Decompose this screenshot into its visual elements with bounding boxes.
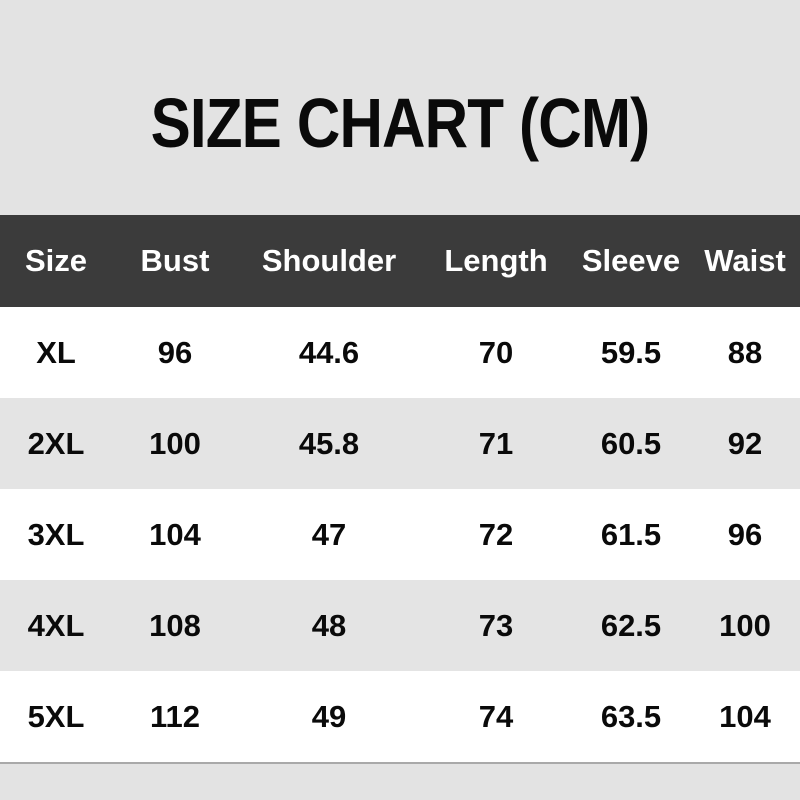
cell-shoulder: 44.6 bbox=[238, 307, 420, 398]
table-row-5xl: 5XL 112 49 74 63.5 104 bbox=[0, 671, 800, 763]
cell-length: 73 bbox=[420, 580, 572, 671]
cell-sleeve: 63.5 bbox=[572, 671, 690, 763]
column-header-size: Size bbox=[0, 215, 112, 307]
table-row-xl: XL 96 44.6 70 59.5 88 bbox=[0, 307, 800, 398]
cell-shoulder: 47 bbox=[238, 489, 420, 580]
cell-length: 72 bbox=[420, 489, 572, 580]
table-row-3xl: 3XL 104 47 72 61.5 96 bbox=[0, 489, 800, 580]
cell-size: 4XL bbox=[0, 580, 112, 671]
cell-waist: 92 bbox=[690, 398, 800, 489]
cell-size: 5XL bbox=[0, 671, 112, 763]
page-title-text: SIZE CHART (CM) bbox=[150, 83, 651, 162]
cell-bust: 100 bbox=[112, 398, 238, 489]
size-chart-table: Size Bust Shoulder Length Sleeve Waist X… bbox=[0, 215, 800, 764]
table-row-4xl: 4XL 108 48 73 62.5 100 bbox=[0, 580, 800, 671]
cell-bust: 108 bbox=[112, 580, 238, 671]
cell-length: 74 bbox=[420, 671, 572, 763]
cell-size: 3XL bbox=[0, 489, 112, 580]
cell-bust: 112 bbox=[112, 671, 238, 763]
cell-bust: 96 bbox=[112, 307, 238, 398]
table-row-2xl: 2XL 100 45.8 71 60.5 92 bbox=[0, 398, 800, 489]
size-chart-page: SIZE CHART (CM) Size Bust Shoulder Lengt… bbox=[0, 0, 800, 764]
column-header-shoulder: Shoulder bbox=[238, 215, 420, 307]
table-header-row: Size Bust Shoulder Length Sleeve Waist bbox=[0, 215, 800, 307]
cell-size: 2XL bbox=[0, 398, 112, 489]
cell-bust: 104 bbox=[112, 489, 238, 580]
cell-shoulder: 45.8 bbox=[238, 398, 420, 489]
cell-length: 71 bbox=[420, 398, 572, 489]
column-header-length: Length bbox=[420, 215, 572, 307]
cell-length: 70 bbox=[420, 307, 572, 398]
cell-waist: 104 bbox=[690, 671, 800, 763]
cell-sleeve: 61.5 bbox=[572, 489, 690, 580]
cell-size: XL bbox=[0, 307, 112, 398]
cell-sleeve: 59.5 bbox=[572, 307, 690, 398]
cell-sleeve: 62.5 bbox=[572, 580, 690, 671]
column-header-bust: Bust bbox=[112, 215, 238, 307]
column-header-sleeve: Sleeve bbox=[572, 215, 690, 307]
column-header-waist: Waist bbox=[690, 215, 800, 307]
cell-waist: 100 bbox=[690, 580, 800, 671]
cell-shoulder: 48 bbox=[238, 580, 420, 671]
cell-shoulder: 49 bbox=[238, 671, 420, 763]
cell-waist: 88 bbox=[690, 307, 800, 398]
cell-waist: 96 bbox=[690, 489, 800, 580]
cell-sleeve: 60.5 bbox=[572, 398, 690, 489]
page-title: SIZE CHART (CM) bbox=[0, 0, 800, 215]
